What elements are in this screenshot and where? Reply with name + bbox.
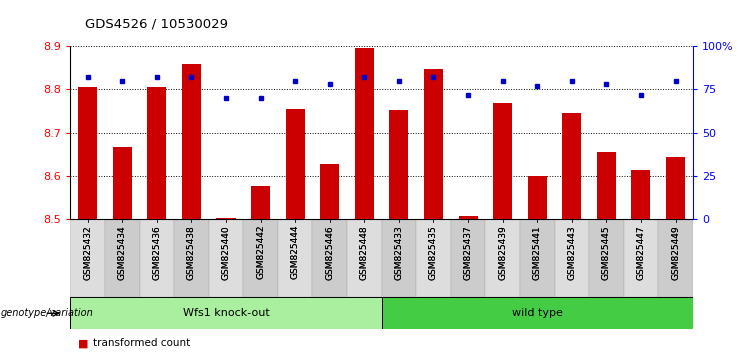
Text: GSM825432: GSM825432 bbox=[83, 225, 92, 280]
Text: GSM825442: GSM825442 bbox=[256, 225, 265, 279]
Text: GSM825445: GSM825445 bbox=[602, 225, 611, 280]
Bar bbox=[554, 219, 589, 297]
Bar bbox=[589, 219, 624, 297]
Bar bbox=[424, 69, 443, 219]
Bar bbox=[597, 152, 616, 219]
Bar bbox=[216, 218, 236, 219]
Text: GSM825433: GSM825433 bbox=[394, 225, 403, 280]
Bar bbox=[320, 164, 339, 219]
Bar bbox=[174, 219, 209, 297]
Text: GSM825448: GSM825448 bbox=[360, 225, 369, 280]
Bar bbox=[382, 297, 693, 329]
Bar bbox=[347, 219, 382, 297]
Text: GSM825444: GSM825444 bbox=[290, 225, 299, 279]
Bar bbox=[139, 219, 174, 297]
Text: GSM825439: GSM825439 bbox=[498, 225, 507, 280]
Text: GSM825440: GSM825440 bbox=[222, 225, 230, 280]
Text: GSM825441: GSM825441 bbox=[533, 225, 542, 280]
Bar bbox=[182, 64, 201, 219]
Bar bbox=[451, 219, 485, 297]
Text: GSM825447: GSM825447 bbox=[637, 225, 645, 280]
Text: genotype/variation: genotype/variation bbox=[1, 308, 93, 318]
Text: GSM825445: GSM825445 bbox=[602, 225, 611, 280]
Bar bbox=[251, 185, 270, 219]
Text: GSM825434: GSM825434 bbox=[118, 225, 127, 280]
Bar bbox=[313, 219, 347, 297]
Bar bbox=[658, 219, 693, 297]
Text: wild type: wild type bbox=[512, 308, 562, 318]
Text: GSM825448: GSM825448 bbox=[360, 225, 369, 280]
Bar bbox=[70, 297, 382, 329]
Bar bbox=[105, 219, 139, 297]
Text: GSM825433: GSM825433 bbox=[394, 225, 403, 280]
Text: GSM825441: GSM825441 bbox=[533, 225, 542, 280]
Bar bbox=[520, 219, 554, 297]
Text: GSM825439: GSM825439 bbox=[498, 225, 507, 280]
Bar bbox=[666, 156, 685, 219]
Text: GSM825437: GSM825437 bbox=[464, 225, 473, 280]
Text: GSM825436: GSM825436 bbox=[153, 225, 162, 280]
Bar bbox=[459, 216, 477, 219]
Text: GSM825435: GSM825435 bbox=[429, 225, 438, 280]
Text: GSM825437: GSM825437 bbox=[464, 225, 473, 280]
Bar bbox=[562, 113, 581, 219]
Text: GSM825446: GSM825446 bbox=[325, 225, 334, 280]
Text: GSM825442: GSM825442 bbox=[256, 225, 265, 279]
Text: GSM825438: GSM825438 bbox=[187, 225, 196, 280]
Text: GDS4526 / 10530029: GDS4526 / 10530029 bbox=[85, 18, 228, 31]
Text: GSM825435: GSM825435 bbox=[429, 225, 438, 280]
Bar bbox=[624, 219, 658, 297]
Bar bbox=[528, 176, 547, 219]
Text: GSM825443: GSM825443 bbox=[568, 225, 576, 280]
Bar bbox=[631, 170, 651, 219]
Text: Wfs1 knock-out: Wfs1 knock-out bbox=[182, 308, 270, 318]
Bar bbox=[209, 219, 243, 297]
Bar bbox=[416, 219, 451, 297]
Text: GSM825444: GSM825444 bbox=[290, 225, 299, 279]
Bar bbox=[147, 87, 166, 219]
Text: GSM825446: GSM825446 bbox=[325, 225, 334, 280]
Bar bbox=[70, 219, 105, 297]
Text: transformed count: transformed count bbox=[93, 338, 190, 348]
Bar bbox=[355, 48, 373, 219]
Bar bbox=[485, 219, 520, 297]
Bar bbox=[243, 219, 278, 297]
Text: GSM825443: GSM825443 bbox=[568, 225, 576, 280]
Text: ■: ■ bbox=[78, 338, 88, 348]
Text: GSM825447: GSM825447 bbox=[637, 225, 645, 280]
Text: GSM825449: GSM825449 bbox=[671, 225, 680, 280]
Text: GSM825438: GSM825438 bbox=[187, 225, 196, 280]
Bar bbox=[278, 219, 313, 297]
Bar bbox=[79, 87, 97, 219]
Bar bbox=[113, 147, 132, 219]
Text: GSM825432: GSM825432 bbox=[83, 225, 92, 280]
Bar bbox=[382, 219, 416, 297]
Bar bbox=[285, 109, 305, 219]
Text: GSM825436: GSM825436 bbox=[153, 225, 162, 280]
Bar bbox=[494, 103, 512, 219]
Text: GSM825449: GSM825449 bbox=[671, 225, 680, 280]
Text: GSM825434: GSM825434 bbox=[118, 225, 127, 280]
Text: GSM825440: GSM825440 bbox=[222, 225, 230, 280]
Bar bbox=[390, 110, 408, 219]
